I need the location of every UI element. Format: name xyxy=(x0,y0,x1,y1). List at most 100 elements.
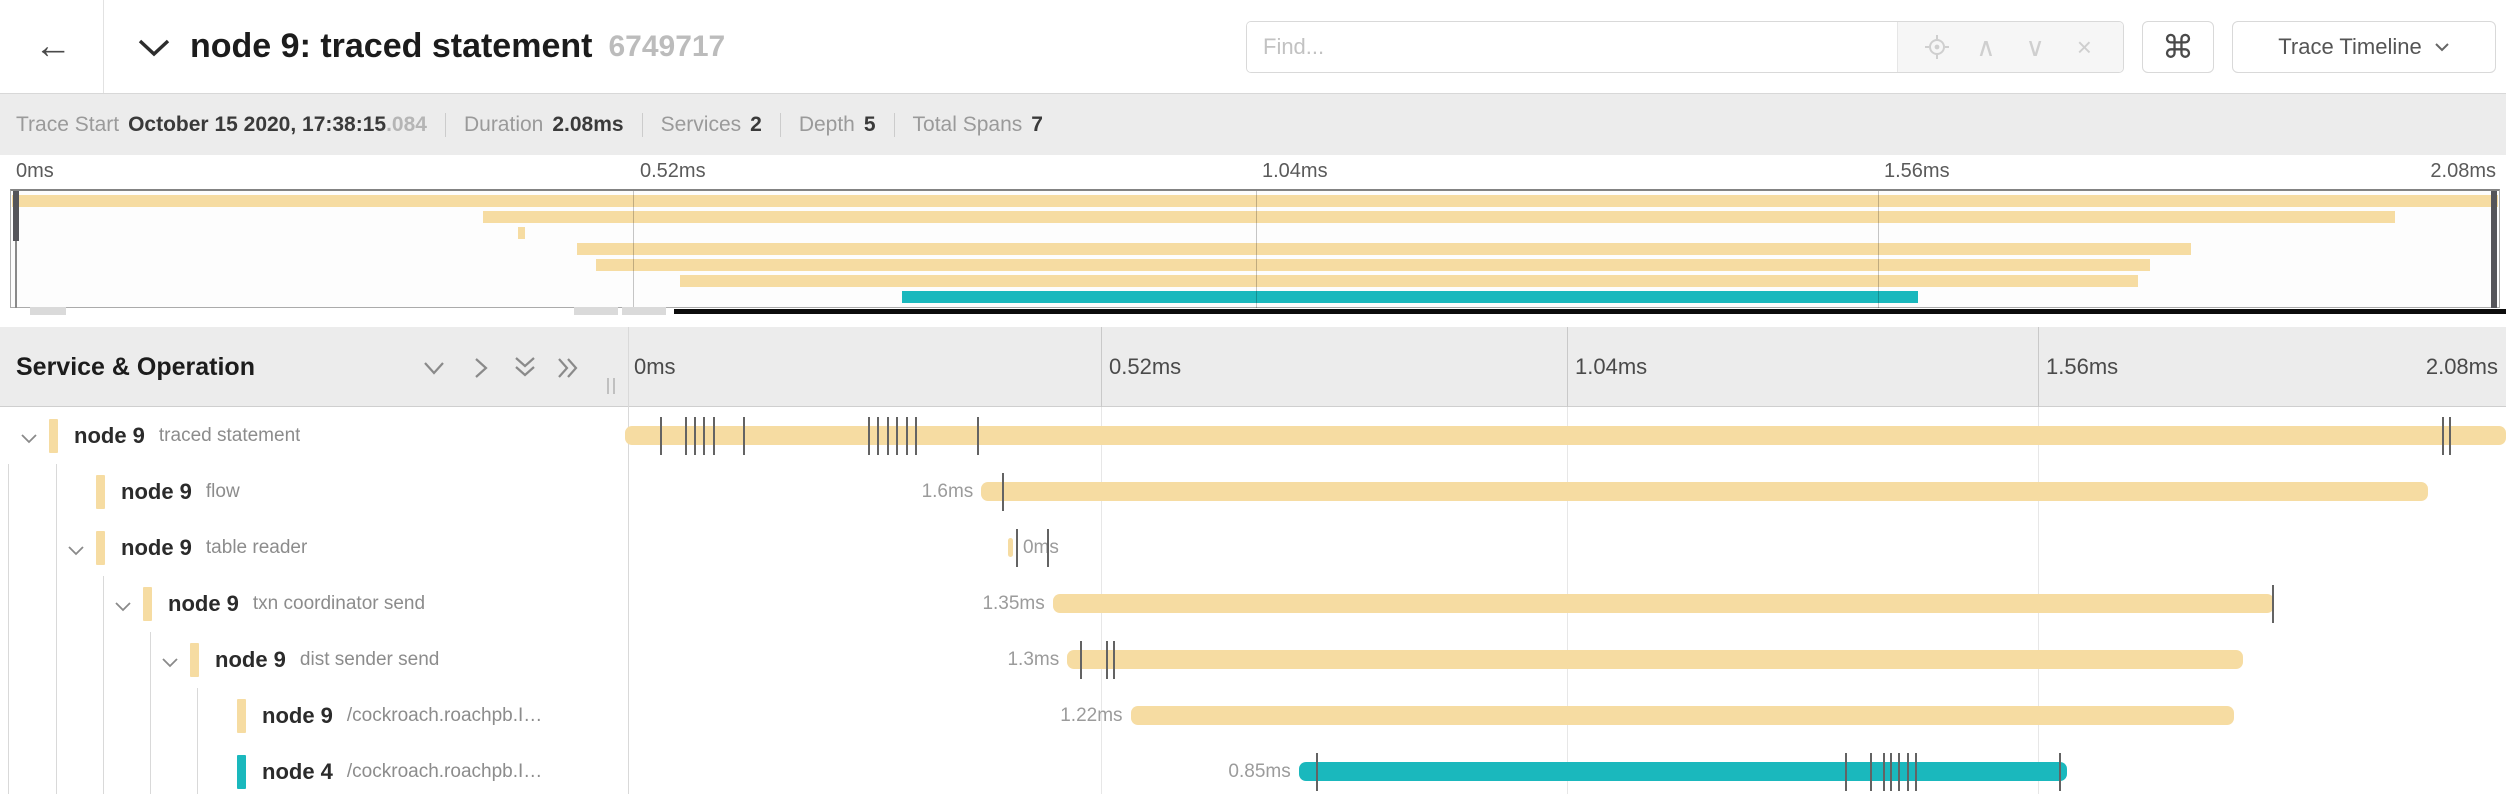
span-log-tick[interactable] xyxy=(877,417,880,455)
service-color-swatch xyxy=(237,755,246,789)
chevron-down-icon[interactable] xyxy=(114,599,132,617)
span-log-tick[interactable] xyxy=(1113,641,1116,679)
operation-name: traced statement xyxy=(158,425,301,446)
chevron-down-icon[interactable] xyxy=(67,543,85,561)
span-name-cell[interactable]: node 9 flow xyxy=(0,464,624,520)
summary-separator xyxy=(779,112,781,137)
span-log-tick[interactable] xyxy=(1015,529,1018,567)
span-log-tick[interactable] xyxy=(1898,753,1901,791)
span-log-tick[interactable] xyxy=(887,417,890,455)
span-row[interactable]: node 9/cockroach.roachpb.I… 1.22ms xyxy=(0,688,2506,744)
minimap-gridline xyxy=(1256,191,1257,308)
find-next-icon[interactable]: ∨ xyxy=(2025,31,2045,62)
span-log-tick[interactable] xyxy=(2059,753,2062,791)
span-log-tick[interactable] xyxy=(1047,529,1050,567)
back-button[interactable]: ← xyxy=(18,0,88,93)
chevron-down-icon[interactable] xyxy=(20,431,38,449)
minimap-tick-2: 1.04ms xyxy=(1262,160,1328,182)
service-color-swatch xyxy=(190,643,199,677)
span-row[interactable]: node 4/cockroach.roachpb.I… 0.85ms xyxy=(0,744,2506,794)
span-log-tick[interactable] xyxy=(1002,473,1004,511)
services-value: 2 xyxy=(750,112,762,136)
span-duration-label: 1.22ms xyxy=(1060,705,1123,726)
span-log-tick[interactable] xyxy=(693,417,696,455)
service-name: node 9 xyxy=(215,647,286,672)
expand-all-icon[interactable] xyxy=(556,355,582,381)
span-row[interactable]: node 9 traced statement xyxy=(0,408,2506,464)
span-duration-bar[interactable] xyxy=(625,426,2506,445)
span-name-cell[interactable]: node 9 dist sender send xyxy=(0,632,624,688)
span-duration-bar[interactable] xyxy=(981,482,2429,501)
find-prev-icon[interactable]: ∧ xyxy=(1976,31,1996,62)
right-scrubber-handle[interactable] xyxy=(2491,191,2497,308)
span-name-cell[interactable]: node 9 table reader xyxy=(0,520,624,576)
span-log-tick[interactable] xyxy=(1844,753,1847,791)
span-log-tick[interactable] xyxy=(1882,753,1885,791)
minimap-handle-tab[interactable] xyxy=(30,307,66,315)
span-log-tick[interactable] xyxy=(915,417,918,455)
span-log-tick[interactable] xyxy=(2271,585,2274,623)
span-log-tick[interactable] xyxy=(1915,753,1918,791)
span-duration-bar[interactable] xyxy=(1130,706,2234,725)
span-row[interactable]: node 9 dist sender send 1.3ms xyxy=(0,632,2506,688)
collapse-all-icon[interactable] xyxy=(512,355,538,381)
span-log-tick[interactable] xyxy=(906,417,909,455)
span-log-tick[interactable] xyxy=(896,417,899,455)
span-log-tick[interactable] xyxy=(868,417,871,455)
keyboard-shortcuts-button[interactable]: ⌘ xyxy=(2142,21,2214,73)
span-log-tick[interactable] xyxy=(743,417,746,455)
span-log-tick[interactable] xyxy=(702,417,705,455)
left-scrubber[interactable] xyxy=(15,191,17,308)
span-log-tick[interactable] xyxy=(1106,641,1108,679)
minimap-handle-tab[interactable] xyxy=(622,307,666,315)
trace-minimap[interactable] xyxy=(10,189,2500,308)
span-row[interactable]: node 9 flow 1.6ms xyxy=(0,464,2506,520)
minimap-span-bar xyxy=(12,195,2498,207)
duration-value: 2.08ms xyxy=(552,112,624,136)
span-duration-bar[interactable] xyxy=(1007,538,1013,557)
find-input[interactable] xyxy=(1247,22,1897,72)
trace-name: node 9: traced statement xyxy=(190,27,593,65)
span-name-cell[interactable]: node 9 traced statement xyxy=(0,408,624,464)
span-log-tick[interactable] xyxy=(1870,753,1873,791)
span-log-tick[interactable] xyxy=(1890,753,1893,791)
minimap-span-bar xyxy=(680,275,2139,287)
span-log-tick[interactable] xyxy=(684,417,687,455)
command-icon: ⌘ xyxy=(2162,29,2194,65)
tree-guide-line xyxy=(150,632,151,794)
span-log-tick[interactable] xyxy=(1079,641,1082,679)
span-log-tick[interactable] xyxy=(712,417,715,455)
span-name-cell[interactable]: node 9 txn coordinator send xyxy=(0,576,624,632)
timeline-tick-3: 1.56ms xyxy=(2046,354,2119,379)
span-log-tick[interactable] xyxy=(1315,753,1318,791)
minimap-handle-tab[interactable] xyxy=(574,307,618,315)
left-scrubber-handle[interactable] xyxy=(13,191,19,241)
span-log-tick[interactable] xyxy=(660,417,663,455)
span-duration-bar[interactable] xyxy=(1052,594,2274,613)
span-row[interactable]: node 9 table reader 0ms xyxy=(0,520,2506,576)
match-target-icon[interactable] xyxy=(1923,33,1951,61)
span-name-cell[interactable]: node 4/cockroach.roachpb.I… xyxy=(0,744,624,794)
view-selector-button[interactable]: Trace Timeline xyxy=(2232,21,2496,73)
collapse-trace-chevron-icon[interactable] xyxy=(136,38,172,63)
expand-one-icon[interactable] xyxy=(468,355,494,381)
span-log-tick[interactable] xyxy=(976,417,979,455)
find-suffix-controls: ∧ ∨ × xyxy=(1897,22,2123,72)
operation-name: /cockroach.roachpb.I… xyxy=(346,705,543,726)
arrow-left-icon: ← xyxy=(34,25,72,67)
span-log-tick[interactable] xyxy=(1907,753,1910,791)
chevron-down-icon[interactable] xyxy=(161,655,179,673)
span-name-cell[interactable]: node 9/cockroach.roachpb.I… xyxy=(0,688,624,744)
depth-value: 5 xyxy=(863,112,876,136)
column-resize-grip[interactable] xyxy=(605,378,617,394)
span-duration-bar[interactable] xyxy=(1067,650,2243,669)
span-log-tick[interactable] xyxy=(2441,417,2444,455)
span-row[interactable]: node 9 txn coordinator send 1.35ms xyxy=(0,576,2506,632)
span-duration-bar[interactable] xyxy=(1298,762,2068,781)
find-clear-icon[interactable]: × xyxy=(2076,31,2092,62)
span-duration-label: 1.35ms xyxy=(982,593,1045,614)
span-log-tick[interactable] xyxy=(2448,417,2451,455)
operation-name: table reader xyxy=(205,537,308,558)
collapse-one-icon[interactable] xyxy=(421,355,447,381)
